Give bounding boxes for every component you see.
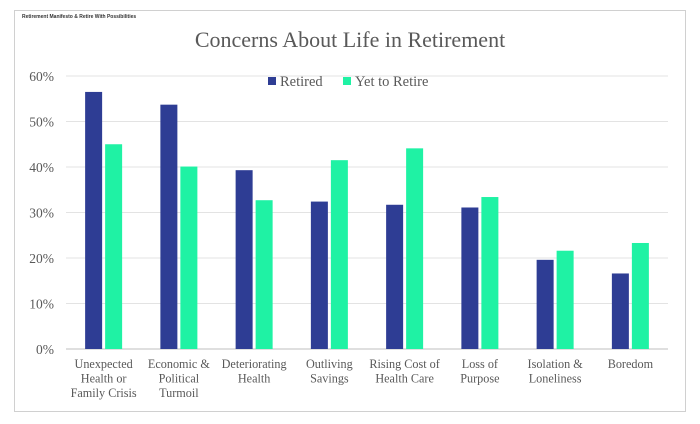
x-category-label: Isolation & Loneliness bbox=[528, 357, 584, 386]
x-category-label: Loss of Purpose bbox=[460, 357, 499, 386]
bar-yet-to-retire bbox=[255, 200, 273, 349]
x-axis: Unexpected Health or Family Crisis Economic… bbox=[71, 357, 654, 400]
gridlines bbox=[66, 75, 668, 350]
y-tick-label: 50% bbox=[29, 115, 54, 130]
bar-yet-to-retire bbox=[556, 250, 574, 349]
legend-label: Yet to Retire bbox=[355, 74, 428, 90]
bar-yet-to-retire bbox=[481, 197, 499, 349]
x-category-label: Boredom bbox=[608, 357, 654, 371]
legend: Retired Yet to Retire bbox=[268, 74, 428, 90]
bar-retired bbox=[160, 104, 178, 349]
bar-retired bbox=[310, 201, 328, 349]
x-category-label: Unexpected Health or Family Crisis bbox=[71, 357, 137, 400]
y-tick-label: 0% bbox=[36, 342, 54, 357]
bar-retired bbox=[85, 91, 103, 350]
bar-yet-to-retire bbox=[406, 148, 424, 349]
bars bbox=[85, 91, 649, 350]
bar-yet-to-retire bbox=[105, 144, 123, 349]
legend-swatch bbox=[268, 77, 276, 85]
watermark-text: Retirement Manifesto & Retire With Possi… bbox=[22, 14, 137, 20]
legend-label: Retired bbox=[280, 74, 323, 90]
legend-swatch bbox=[343, 77, 351, 85]
bar-retired bbox=[235, 170, 253, 349]
x-category-label: Deteriorating Health bbox=[222, 357, 287, 386]
x-category-label: Economic & Political Turmoil bbox=[148, 357, 210, 400]
bar-retired bbox=[536, 259, 554, 349]
bar-retired bbox=[611, 273, 629, 349]
bar-yet-to-retire bbox=[180, 166, 198, 349]
bar-retired bbox=[386, 204, 404, 349]
y-tick-label: 10% bbox=[29, 297, 54, 312]
y-tick-label: 20% bbox=[29, 251, 54, 266]
x-category-label: Rising Cost of Health Care bbox=[369, 357, 440, 386]
bar-retired bbox=[461, 207, 479, 349]
y-tick-label: 60% bbox=[29, 69, 54, 84]
chart-title: Concerns About Life in Retirement bbox=[195, 27, 505, 52]
y-tick-label: 40% bbox=[29, 160, 54, 175]
bar-yet-to-retire bbox=[631, 242, 649, 349]
x-category-label: Outliving Savings bbox=[306, 357, 353, 386]
y-axis: 0% 10% 20% 30% 40% 50% 60% bbox=[29, 69, 54, 357]
bar-yet-to-retire bbox=[330, 160, 348, 349]
y-tick-label: 30% bbox=[29, 206, 54, 221]
